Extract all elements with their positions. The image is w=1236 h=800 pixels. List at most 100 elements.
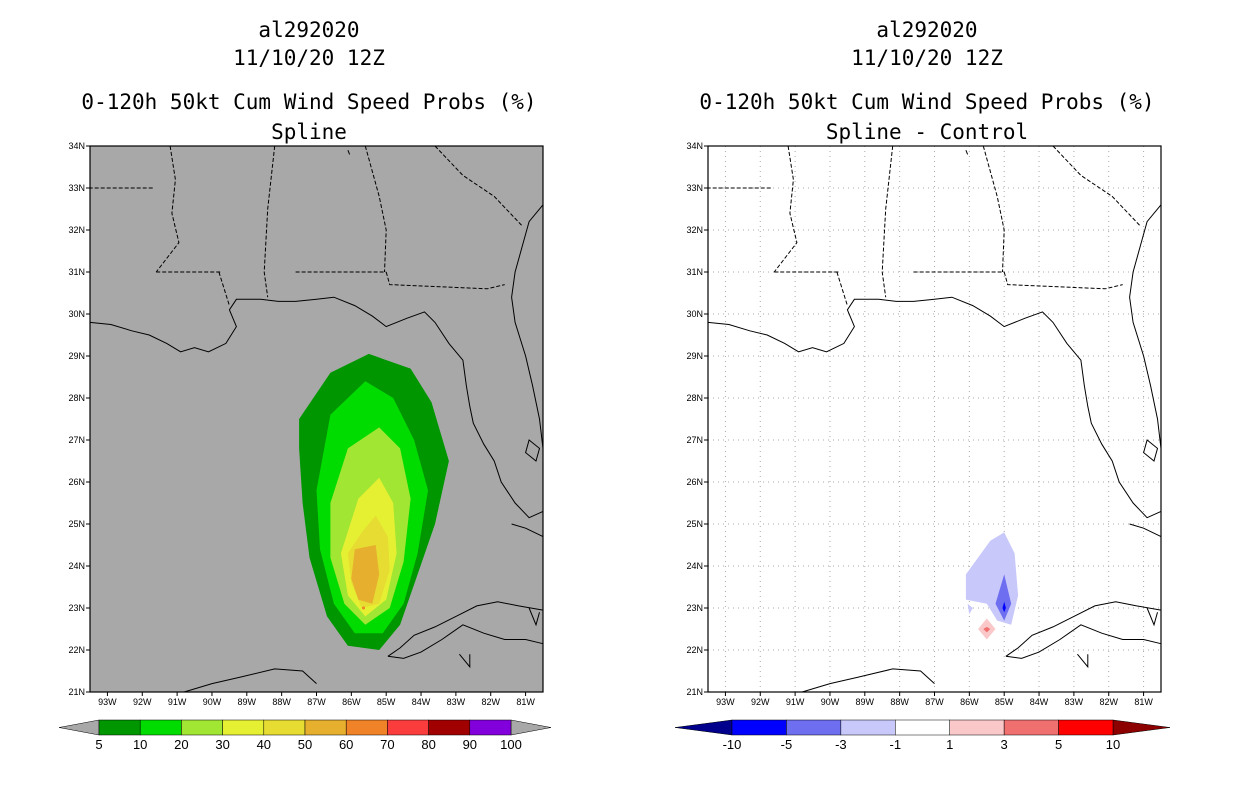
lon-label: 82W	[1099, 697, 1118, 707]
coastline	[387, 624, 544, 659]
storm-id: al292020	[258, 18, 360, 42]
lat-label: 23N	[68, 603, 85, 613]
diff-under-triangle	[674, 719, 733, 736]
lon-label: 84W	[412, 697, 431, 707]
prob-label: 40	[257, 737, 271, 752]
lon-label: 89W	[238, 697, 257, 707]
lon-label: 90W	[203, 697, 222, 707]
lat-label: 27N	[68, 435, 85, 445]
coastline	[511, 523, 544, 538]
island	[528, 607, 540, 627]
lon-label: 86W	[342, 697, 361, 707]
lat-label: 22N	[686, 645, 703, 655]
prob-swatch	[428, 719, 471, 736]
prob-over-triangle	[510, 719, 552, 736]
prob-swatch	[387, 719, 429, 736]
prob-swatch	[345, 719, 388, 736]
island	[1146, 607, 1158, 627]
product-title: 0-120h 50kt Cum Wind Speed Probs (%)	[699, 90, 1155, 114]
diff-label: 3	[1001, 737, 1008, 752]
lat-label: 34N	[68, 141, 85, 151]
lat-label: 21N	[686, 687, 703, 697]
prob-swatch	[181, 719, 223, 736]
coastline	[387, 601, 544, 657]
storm-center	[362, 606, 366, 610]
diff-label: -1	[890, 737, 902, 752]
diff-swatch	[840, 719, 896, 736]
diff-contour	[1002, 601, 1006, 613]
diff-swatch	[1003, 719, 1059, 736]
product-title: 0-120h 50kt Cum Wind Speed Probs (%)	[81, 90, 537, 114]
lake-okeechobee	[1143, 439, 1159, 462]
coastline	[707, 296, 1162, 519]
lat-label: 31N	[686, 267, 703, 277]
state-border	[1003, 271, 1123, 290]
lon-label: 86W	[960, 697, 979, 707]
coastline	[511, 204, 544, 449]
right-map: 34N 33N 32N 31N 30N 29N 28N 27N 26N 25N 24N 23N 22N 2…	[674, 141, 1171, 752]
diff-contour	[967, 603, 973, 615]
coastline	[1005, 601, 1162, 657]
coastline	[1129, 204, 1162, 449]
coastline	[1005, 624, 1162, 659]
diff-label: 10	[1106, 737, 1120, 752]
lat-label: 22N	[68, 645, 85, 655]
prob-label: 10	[133, 737, 147, 752]
lon-label: 93W	[716, 697, 735, 707]
lat-label: 32N	[686, 225, 703, 235]
lon-label: 87W	[307, 697, 326, 707]
lat-label: 28N	[68, 393, 85, 403]
lat-label: 32N	[68, 225, 85, 235]
lat-label: 34N	[686, 141, 703, 151]
prob-label: 50	[298, 737, 312, 752]
state-border	[263, 145, 276, 298]
prob-label: 80	[421, 737, 435, 752]
prob-label: 100	[500, 737, 522, 752]
prob-label: 30	[215, 737, 229, 752]
prob-swatch	[222, 719, 265, 736]
lon-label: 83W	[1065, 697, 1084, 707]
lon-label: 91W	[786, 697, 805, 707]
state-border	[385, 271, 505, 290]
diff-contour	[995, 574, 1012, 621]
state-border	[881, 145, 894, 298]
lat-label: 31N	[68, 267, 85, 277]
diff-label: -10	[723, 737, 742, 752]
prob-label: 90	[463, 737, 477, 752]
lat-label: 26N	[686, 477, 703, 487]
diff-label: -5	[781, 737, 793, 752]
diff-label: 5	[1055, 737, 1062, 752]
diff-swatch	[895, 719, 950, 736]
left-map: 34N 33N 32N 31N 30N 29N 28N 27N 26N 25N 24N 23N 22N 2…	[58, 141, 552, 752]
state-border	[364, 145, 387, 273]
lat-label: 33N	[68, 183, 85, 193]
diff-swatch	[731, 719, 787, 736]
lat-label: 28N	[686, 393, 703, 403]
prob-swatch	[469, 719, 512, 736]
datetime: 11/10/20 12Z	[233, 46, 385, 70]
datetime: 11/10/20 12Z	[851, 46, 1003, 70]
prob-swatch	[304, 719, 347, 736]
prob-under-triangle	[58, 719, 100, 736]
island	[1077, 653, 1089, 669]
lon-label: 82W	[481, 697, 500, 707]
lon-label: 85W	[995, 697, 1014, 707]
lat-label: 30N	[686, 309, 703, 319]
diff-swatch	[786, 719, 842, 736]
coastlines	[89, 145, 544, 693]
diff-label: 1	[946, 737, 953, 752]
island	[347, 150, 351, 155]
prob-label: 70	[380, 737, 394, 752]
lon-label: 83W	[447, 697, 466, 707]
lon-label: 91W	[168, 697, 187, 707]
storm-id: al292020	[876, 18, 978, 42]
island	[459, 653, 471, 669]
lon-label: 87W	[925, 697, 944, 707]
lat-label: 29N	[68, 351, 85, 361]
lat-label: 25N	[686, 519, 703, 529]
coastline	[1129, 523, 1162, 538]
coastlines	[707, 145, 1162, 693]
state-border	[773, 145, 798, 273]
left-panel: al292020 11/10/20 12Z 0-120h 50kt Cum Wi…	[58, 18, 552, 752]
lon-label: 92W	[133, 697, 152, 707]
